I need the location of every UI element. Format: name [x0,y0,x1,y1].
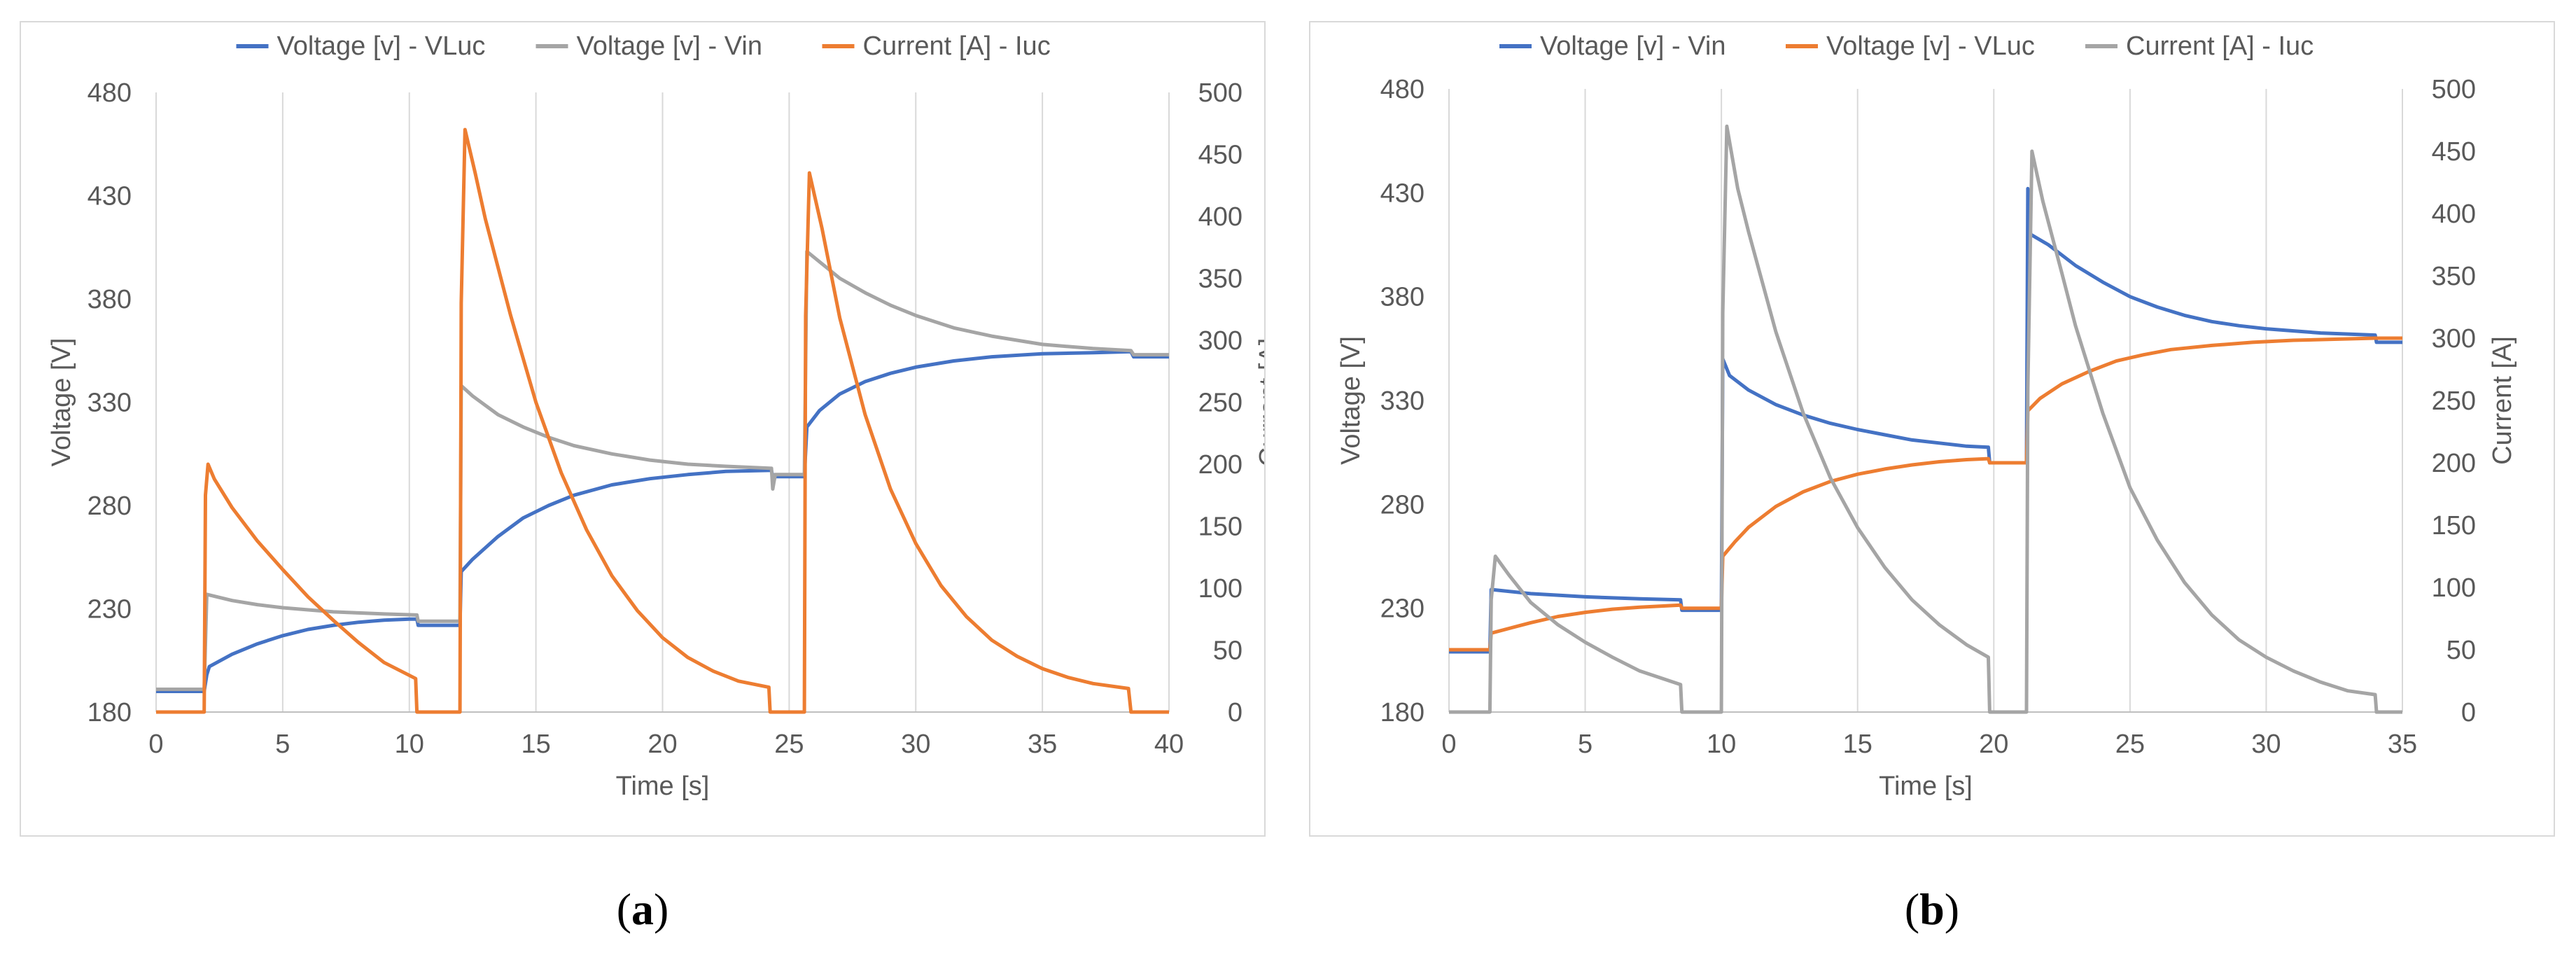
chart-a-y-tick-label: 480 [88,78,132,108]
chart-b-legend-label-1: Voltage [v] - Vin [1540,32,1726,61]
chart-b-y-tick-label: 380 [1380,283,1424,312]
chart-b-series-line-1 [1449,186,2402,654]
chart-b-y2-tick-label: 150 [2432,511,2476,541]
chart-b-y-tick-label: 180 [1380,698,1424,727]
chart-b-y2-tick-label: 200 [2432,449,2476,478]
chart-a-x-tick-label: 40 [1154,730,1184,759]
chart-b-y-axis-title: Voltage [V] [1336,336,1366,465]
chart-a-y2-tick-label: 0 [1228,698,1242,727]
chart-b-x-tick-label: 25 [2115,730,2145,759]
chart-b-y-tick-label: 330 [1380,386,1424,416]
chart-b-x-tick-label: 15 [1843,730,1872,759]
chart-a-y-tick-label: 280 [88,492,132,521]
chart-b-y2-tick-label: 100 [2432,573,2476,603]
chart-a-y2-tick-label: 300 [1198,326,1242,356]
caption-a: (a) [616,884,669,934]
chart-a-y2-tick-label: 450 [1198,141,1242,170]
chart-a-y2-tick-label: 200 [1198,450,1242,480]
chart-a-y2-tick-label: 500 [1198,78,1242,108]
chart-b-y2-tick-label: 50 [2446,636,2476,665]
chart-a-x-tick-label: 25 [774,730,804,759]
chart-b-legend-label-3: Current [A] - Iuc [2126,32,2314,61]
chart-b-y2-tick-label: 500 [2432,75,2476,104]
chart-b-y-tick-label: 430 [1380,179,1424,208]
caption-b: (b) [1904,884,1960,934]
chart-a-y2-tick-label: 50 [1213,636,1242,666]
chart-a-legend-label-3: Current [A] - Iuc [863,32,1051,61]
chart-b-y-tick-label: 230 [1380,594,1424,624]
caption-b-letter: b [1919,884,1945,934]
chart-a-y-tick-label: 380 [88,285,132,314]
chart-b-x-axis-title: Time [s] [1879,772,1973,801]
chart-a-x-tick-label: 35 [1028,730,1057,759]
chart-b-y-tick-label: 480 [1380,75,1424,104]
chart-b-y2-tick-label: 400 [2432,200,2476,229]
chart-a-x-tick-label: 30 [901,730,930,759]
chart-a-x-axis-title: Time [s] [616,772,710,801]
chart-b-x-tick-label: 5 [1578,730,1592,759]
chart-b-x-tick-label: 30 [2251,730,2281,759]
chart-b-series-line-3 [1449,124,2402,714]
chart-a-y2-tick-label: 100 [1198,574,1242,604]
chart-b-x-tick-label: 20 [1979,730,2008,759]
chart-a-y-tick-label: 330 [88,389,132,418]
chart-b-series-line-2 [1449,336,2402,652]
chart-a-y-tick-label: 230 [88,595,132,625]
chart-b-svg: 0 5 10 15 20 25 30 35 180 230 280 330 380 430 480 0 50 10… [1336,32,2517,801]
chart-a-legend-label-1: Voltage [v] - VLuc [277,32,486,61]
chart-b-y-tick-label: 280 [1380,490,1424,520]
chart-b-x-tick-label: 10 [1707,730,1736,759]
chart-a-y-tick-label: 180 [88,698,132,727]
chart-a-y2-axis-title: Current [A] [1254,338,1264,467]
chart-panel-a: 0 5 10 15 20 25 30 35 40 180 230 280 330 380 430 480 0 50… [20,21,1266,837]
chart-b-y2-tick-label: 350 [2432,262,2476,291]
chart-a-svg: 0 5 10 15 20 25 30 35 40 180 230 280 330 380 430 480 0 50… [47,32,1264,801]
chart-a-y2-tick-label: 250 [1198,389,1242,418]
chart-a-y2-tick-label: 350 [1198,265,1242,294]
chart-a-series-line-1 [156,349,1169,693]
chart-b-x-tick-label: 0 [1441,730,1456,759]
chart-a-x-tick-label: 15 [521,730,550,759]
chart-b-y2-axis-title: Current [A] [2488,336,2517,465]
chart-a-x-tick-label: 10 [395,730,424,759]
chart-a-x-tick-label: 5 [275,730,290,759]
caption-a-letter: a [631,884,654,934]
chart-a-y2-tick-label: 400 [1198,202,1242,232]
chart-a-x-tick-label: 0 [148,730,163,759]
chart-b-y2-tick-label: 0 [2461,698,2476,727]
chart-b-y2-tick-label: 450 [2432,137,2476,167]
chart-b-y2-tick-label: 250 [2432,386,2476,416]
chart-a-y-tick-label: 430 [88,182,132,211]
chart-a-y2-tick-label: 150 [1198,513,1242,542]
chart-panel-b: 0 5 10 15 20 25 30 35 180 230 280 330 380 430 480 0 50 10… [1309,21,2555,837]
chart-a-y-axis-title: Voltage [V] [47,338,76,467]
chart-b-legend-label-2: Voltage [v] - VLuc [1826,32,2035,61]
chart-a-series-line-3 [156,127,1169,714]
chart-a-x-tick-label: 20 [648,730,677,759]
chart-a-legend-label-2: Voltage [v] - Vin [577,32,762,61]
chart-b-x-tick-label: 35 [2388,730,2417,759]
chart-b-y2-tick-label: 300 [2432,324,2476,354]
